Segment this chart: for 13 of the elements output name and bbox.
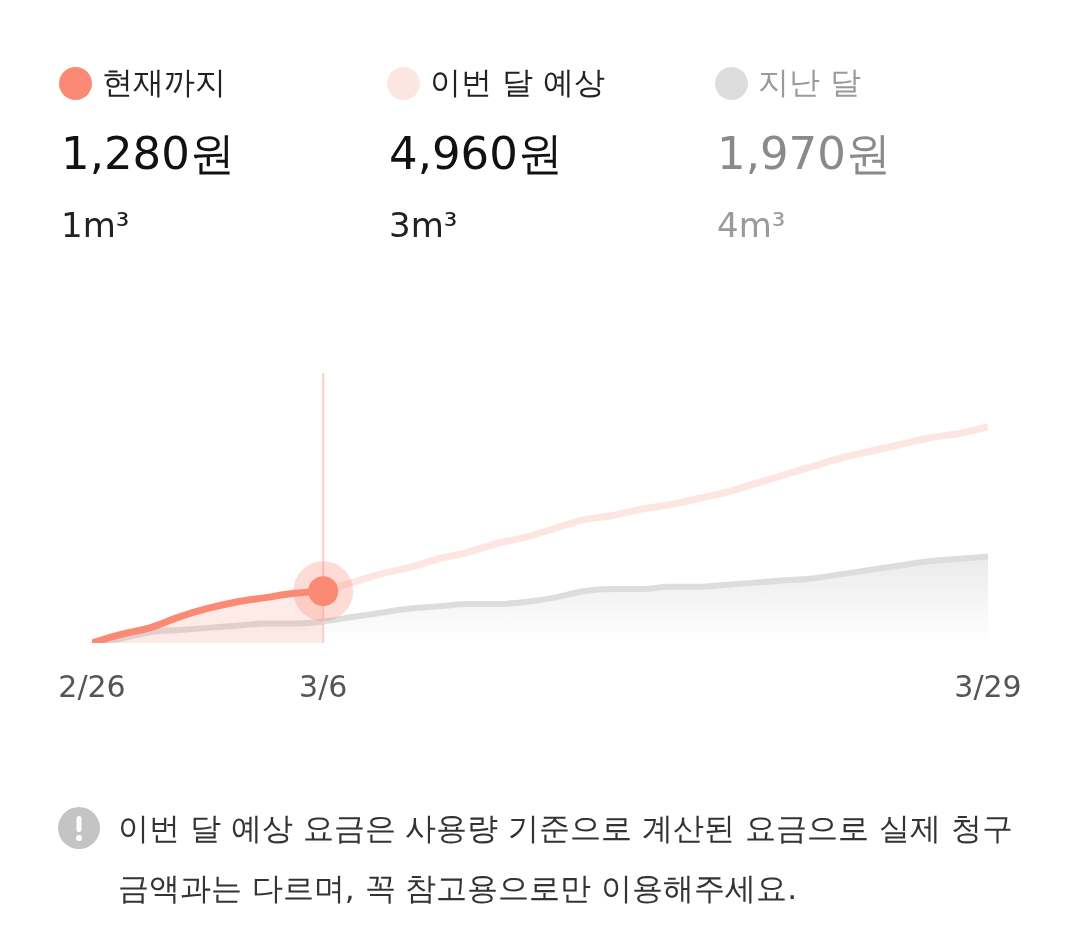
x-tick-label: 2/26 xyxy=(58,669,126,705)
text: 1,970원 xyxy=(717,126,891,182)
legend-label: 현재까지 xyxy=(102,63,226,102)
text: 4,960원 xyxy=(389,126,563,182)
text: 1m³ xyxy=(61,204,130,247)
text: 1,280원 xyxy=(61,126,235,182)
legend-label: 이번 달 예상 xyxy=(430,63,605,102)
text: 4m³ xyxy=(717,204,786,247)
legend-label: 지난 달 xyxy=(758,63,861,102)
x-tick-label: 3/6 xyxy=(299,669,348,705)
x-tick-label: 3/29 xyxy=(954,669,1022,705)
text: 이번 달 예상 요금은 사용량 기준으로 계산된 요금으로 실제 청구 금액과는 다르며, 꼭 참고용으로만 이용해주세요. xyxy=(118,809,1014,908)
text: 3m³ xyxy=(389,204,458,247)
